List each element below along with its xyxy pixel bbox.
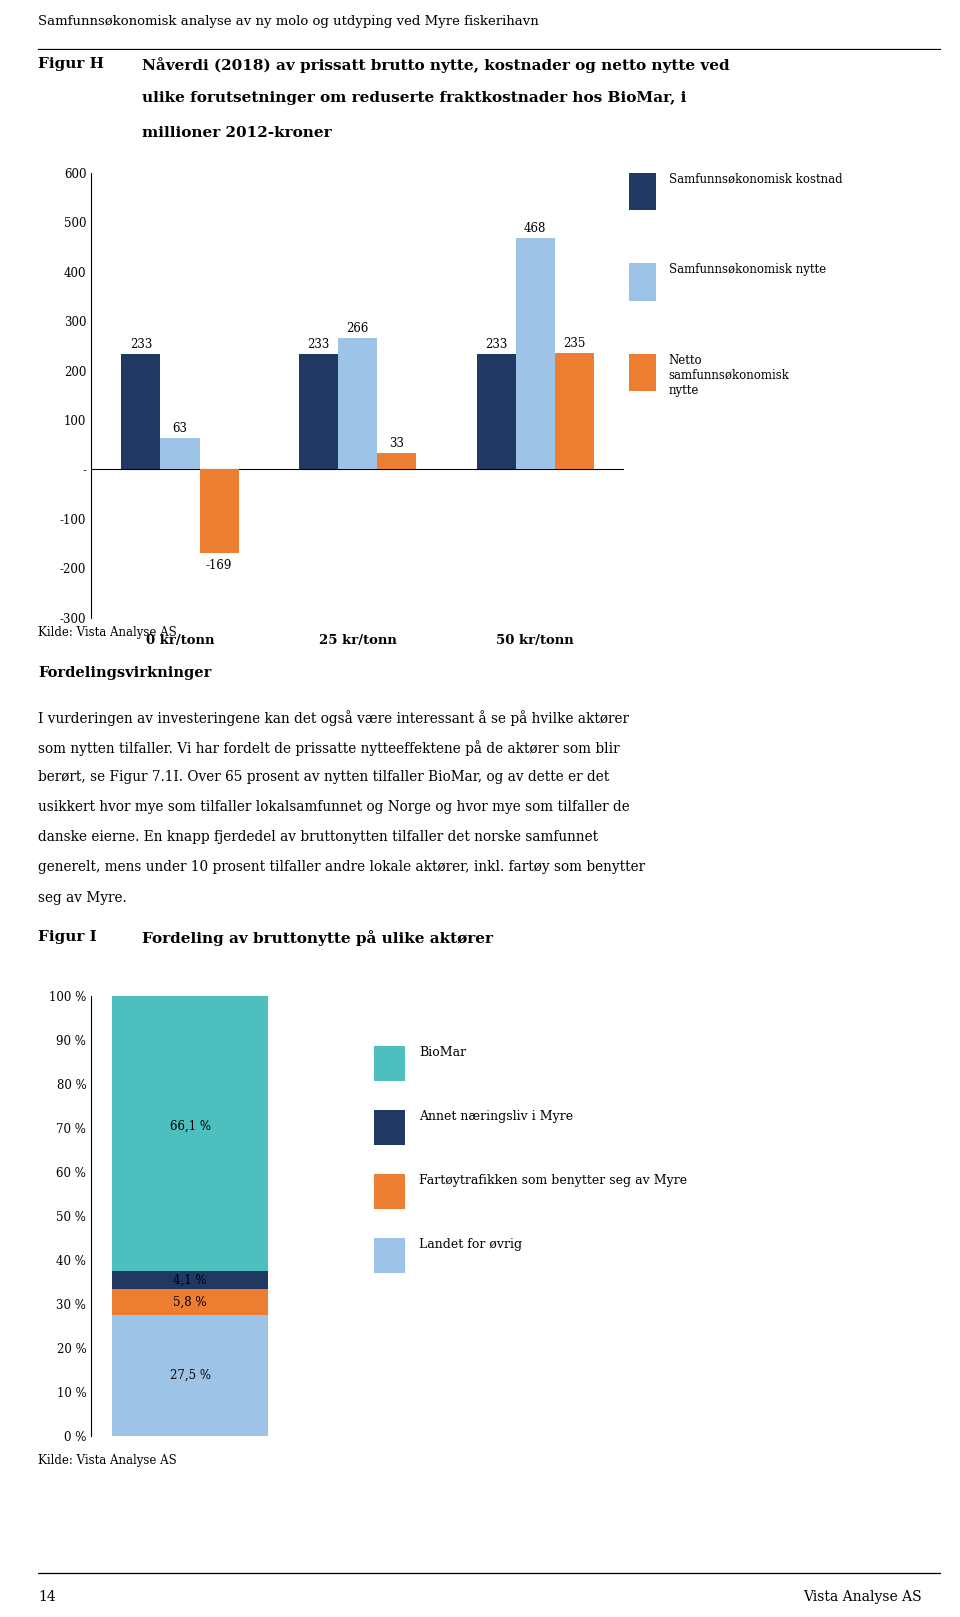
Text: 233: 233 [485,338,507,351]
Text: 63: 63 [173,422,187,435]
Bar [112,1271,268,1289]
Bar [338,338,377,469]
Bar [200,469,239,553]
Text: I vurderingen av investeringene kan det også være interessant å se på hvilke akt: I vurderingen av investeringene kan det … [38,710,630,726]
Text: Fordeling av bruttonytte på ulike aktører: Fordeling av bruttonytte på ulike aktøre… [142,930,493,946]
Bar [377,453,417,469]
Bar [112,980,268,1271]
Text: Nåverdi (2018) av prissatt brutto nytte, kostnader og netto nytte ved: Nåverdi (2018) av prissatt brutto nytte,… [142,57,730,73]
FancyBboxPatch shape [629,264,657,301]
Text: danske eierne. En knapp fjerdedel av bruttonytten tilfaller det norske samfunnet: danske eierne. En knapp fjerdedel av bru… [38,830,598,844]
Text: Samfunnsøkonomisk nytte: Samfunnsøkonomisk nytte [669,264,826,277]
Text: BioMar: BioMar [419,1046,466,1059]
Text: Fartøytrafikken som benytter seg av Myre: Fartøytrafikken som benytter seg av Myre [419,1174,687,1187]
Text: 27,5 %: 27,5 % [170,1370,210,1383]
FancyBboxPatch shape [374,1174,405,1210]
Text: som nytten tilfaller. Vi har fordelt de prissatte nytteeffektene på de aktører s: som nytten tilfaller. Vi har fordelt de … [38,741,620,755]
Text: Kilde: Vista Analyse AS: Kilde: Vista Analyse AS [38,1454,178,1467]
Text: Fordelingsvirkninger: Fordelingsvirkninger [38,666,212,681]
Bar [516,238,555,469]
Bar [112,1315,268,1436]
FancyBboxPatch shape [374,1237,405,1273]
Text: 233: 233 [130,338,152,351]
Text: 14: 14 [38,1590,56,1604]
Text: Vista Analyse AS: Vista Analyse AS [803,1590,922,1604]
Text: usikkert hvor mye som tilfaller lokalsamfunnet og Norge og hvor mye som tilfalle: usikkert hvor mye som tilfaller lokalsam… [38,800,630,813]
Text: ulike forutsetninger om reduserte fraktkostnader hos BioMar, i: ulike forutsetninger om reduserte fraktk… [142,91,686,105]
Text: Annet næringsliv i Myre: Annet næringsliv i Myre [419,1109,573,1122]
Text: Kilde: Vista Analyse AS: Kilde: Vista Analyse AS [38,626,178,639]
Bar [121,354,160,469]
Bar [299,354,338,469]
Text: Samfunnsøkonomisk kostnad: Samfunnsøkonomisk kostnad [669,173,842,186]
Text: 33: 33 [389,437,404,450]
Text: Samfunnsøkonomisk analyse av ny molo og utdyping ved Myre fiskerihavn: Samfunnsøkonomisk analyse av ny molo og … [38,15,540,27]
FancyBboxPatch shape [629,173,657,210]
Text: 66,1 %: 66,1 % [170,1119,210,1132]
Bar [160,438,200,469]
Text: 468: 468 [524,222,546,234]
Text: Landet for øvrig: Landet for øvrig [419,1237,522,1250]
Text: 235: 235 [564,336,586,349]
Bar [555,354,594,469]
Text: Figur I: Figur I [38,930,97,944]
Text: 4,1 %: 4,1 % [173,1274,206,1287]
Text: 233: 233 [307,338,329,351]
Bar [476,354,516,469]
FancyBboxPatch shape [374,1109,405,1145]
Text: -169: -169 [205,559,232,572]
Text: Netto
samfunnsøkonomisk
nytte: Netto samfunnsøkonomisk nytte [669,354,790,398]
FancyBboxPatch shape [629,354,657,391]
Text: seg av Myre.: seg av Myre. [38,891,127,904]
Text: Figur H: Figur H [38,57,105,71]
Text: 5,8 %: 5,8 % [173,1295,206,1308]
FancyBboxPatch shape [374,1046,405,1080]
Text: berørt, se Figur 7.1I. Over 65 prosent av nytten tilfaller BioMar, og av dette e: berørt, se Figur 7.1I. Over 65 prosent a… [38,770,610,784]
Text: generelt, mens under 10 prosent tilfaller andre lokale aktører, inkl. fartøy som: generelt, mens under 10 prosent tilfalle… [38,860,645,875]
Text: 266: 266 [347,322,369,335]
Bar [112,1289,268,1315]
Text: millioner 2012-kroner: millioner 2012-kroner [142,126,332,141]
